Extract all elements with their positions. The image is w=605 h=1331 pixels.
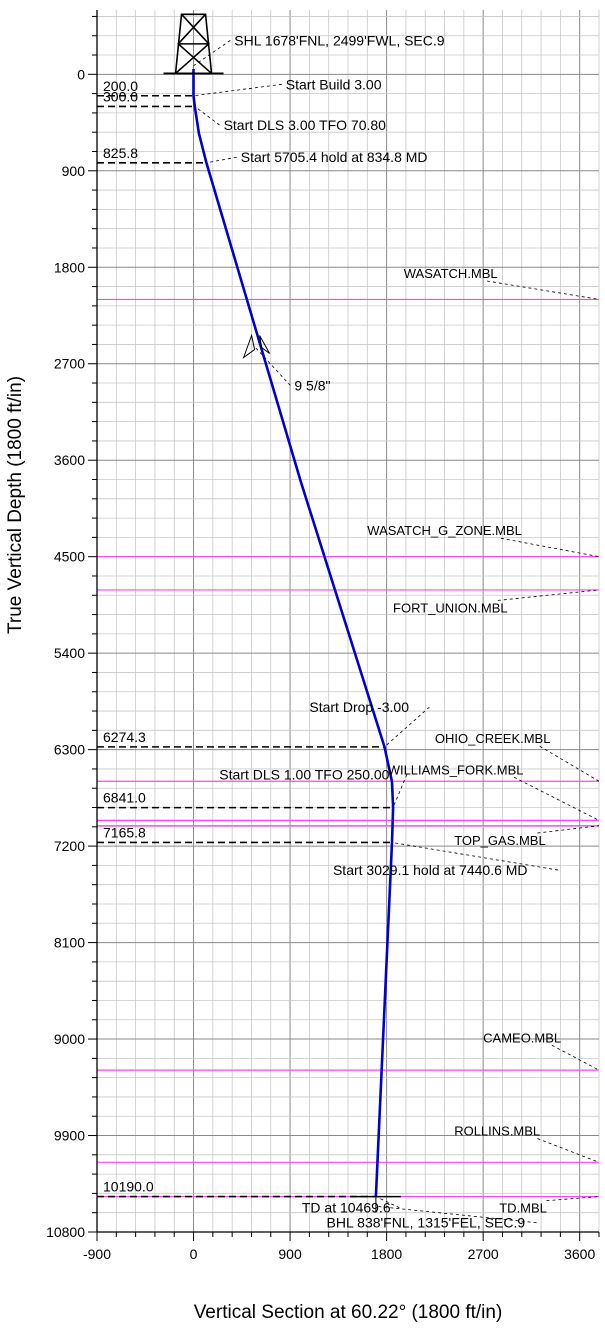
formation-label: TOP_GAS.MBL xyxy=(454,833,546,848)
annotation-label: Start 3029.1 hold at 7440.6 MD xyxy=(333,862,528,878)
casing-symbol-left xyxy=(242,333,256,359)
formation-leader xyxy=(497,589,600,601)
rig-layer xyxy=(163,13,224,75)
y-tick-label: 9000 xyxy=(54,1031,85,1047)
formation-label: OHIO_CREEK.MBL xyxy=(435,731,551,746)
formation-label: WILLIAMS_FORK.MBL xyxy=(388,762,524,777)
annotation-label: Start DLS 3.00 TFO 70.80 xyxy=(224,117,387,133)
formation-leader xyxy=(486,280,600,300)
formation-label: FORT_UNION.MBL xyxy=(393,600,508,615)
tvd-marker-label: 6841.0 xyxy=(103,790,146,806)
tvd-markers xyxy=(97,94,394,1198)
casing-symbol-right xyxy=(259,335,271,354)
formation-label: TD.MBL xyxy=(499,1201,547,1216)
annotation-leader xyxy=(193,40,231,67)
x-tick-label: 1800 xyxy=(371,1246,402,1262)
y-tick-label: 8100 xyxy=(54,935,85,951)
formation-leader xyxy=(537,1138,600,1163)
formation-label: WASATCH_G_ZONE.MBL xyxy=(367,523,522,538)
formation-label: CAMEO.MBL xyxy=(483,1030,561,1045)
tvd-marker-label: 825.8 xyxy=(103,145,138,161)
annotation-label: Start DLS 1.00 TFO 250.00 xyxy=(219,767,389,783)
x-axis-title: Vertical Section at 60.22° (1800 ft/in) xyxy=(194,1302,503,1323)
annotation-label: SHL 1678'FNL, 2499'FWL, SEC.9 xyxy=(234,32,444,48)
formation-leader xyxy=(539,745,600,782)
annotation-leaders xyxy=(193,40,600,1224)
formation-leader xyxy=(537,825,600,834)
annotation-leader xyxy=(206,156,237,164)
tvd-marker-label: 300.0 xyxy=(103,88,138,104)
y-tick-label: 6300 xyxy=(54,742,85,758)
formation-leader xyxy=(513,776,600,821)
wellpath-line xyxy=(192,69,395,1197)
x-tick-label: -900 xyxy=(83,1246,111,1262)
y-tick-label: 2700 xyxy=(54,356,85,372)
y-tick-label: 10800 xyxy=(46,1224,85,1240)
y-tick-label: 900 xyxy=(62,163,86,179)
x-tick-label: 3600 xyxy=(564,1246,595,1262)
x-tick-label: 2700 xyxy=(468,1246,499,1262)
annotation-leader xyxy=(375,1205,537,1224)
y-tick-label: 4500 xyxy=(54,549,85,565)
tvd-marker-label: 6274.3 xyxy=(103,729,146,745)
formation-leader xyxy=(500,537,600,558)
y-tick-label: 3600 xyxy=(54,452,85,468)
grid xyxy=(96,10,600,1233)
annotation-label: 9 5/8" xyxy=(294,378,330,394)
tvd-marker-label: 200.0 xyxy=(103,78,138,94)
tvd-marker-label: 10190.0 xyxy=(103,1179,154,1195)
annotation-leader xyxy=(391,842,559,871)
annotation-label: Start Drop -3.00 xyxy=(309,699,409,715)
y-tick-label: 7200 xyxy=(54,838,85,854)
annotation-label: Start Build 3.00 xyxy=(286,76,382,92)
annotation-leader xyxy=(392,774,408,808)
wellpath-layer xyxy=(192,69,401,1213)
annotation-leader xyxy=(193,83,282,97)
formation-lines xyxy=(97,298,599,1198)
y-axis-title: True Vertical Depth (1800 ft/in) xyxy=(5,376,26,634)
y-tick-label: 1800 xyxy=(54,259,85,275)
annotation-label: Start 5705.4 hold at 834.8 MD xyxy=(241,149,428,165)
tvd-marker-label: 7165.8 xyxy=(103,824,146,840)
axes: 0900180027003600450054006300720081009000… xyxy=(46,10,600,1262)
annotation-leader xyxy=(194,106,220,126)
annotation-texts: WASATCH.MBL WASATCH_G_ZONE.MBL FORT_UNION.… xyxy=(103,32,561,1230)
annotation-label: TD at 10469.6 xyxy=(302,1200,391,1216)
annotation-label: BHL 838'FNL, 1315'FEL, SEC.9 xyxy=(327,1215,526,1231)
formation-label: ROLLINS.MBL xyxy=(454,1124,540,1139)
x-tick-label: 900 xyxy=(278,1246,302,1262)
x-tick-label: 0 xyxy=(190,1246,198,1262)
y-tick-label: 5400 xyxy=(54,645,85,661)
formation-leader xyxy=(546,1196,600,1202)
annotation-leader xyxy=(253,345,291,386)
y-tick-label: 0 xyxy=(77,66,85,82)
annotation-leader xyxy=(384,706,430,748)
y-tick-label: 9900 xyxy=(54,1128,85,1144)
formation-label: WASATCH.MBL xyxy=(404,266,498,281)
annotation-leader xyxy=(375,1196,400,1209)
formation-leader xyxy=(551,1044,600,1071)
